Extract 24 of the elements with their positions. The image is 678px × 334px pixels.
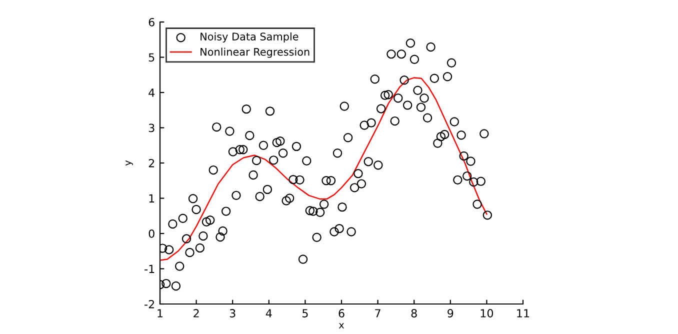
y-tick-label: 1 <box>149 194 154 202</box>
legend-label: Noisy Data Sample <box>200 32 298 42</box>
legend-label: Nonlinear Regression <box>200 48 310 58</box>
y-axis-title: y <box>126 160 133 166</box>
y-tick-label: 4 <box>148 88 155 97</box>
y-tick-label: -1 <box>144 264 154 273</box>
x-axis-title: x <box>338 323 344 328</box>
x-tick-label: 9 <box>448 309 454 318</box>
y-tick-label: 5 <box>148 53 154 62</box>
y-tick-label: 6 <box>148 18 154 26</box>
x-tick-label: 2 <box>194 309 199 318</box>
x-tick-label: 6 <box>338 309 344 318</box>
x-tick-label: 5 <box>302 309 308 318</box>
x-tick-label: 8 <box>411 309 417 318</box>
y-tick-label: 3 <box>148 124 154 132</box>
x-tick-label: 1 <box>158 309 163 318</box>
x-tick-label: 4 <box>266 309 272 318</box>
x-tick-label: 10 <box>480 309 494 318</box>
y-tick-label: -2 <box>144 300 154 308</box>
x-tick-label: 3 <box>230 309 236 318</box>
x-tick-label: 7 <box>375 309 380 318</box>
x-tick-label: 11 <box>517 309 530 318</box>
y-tick-label: 0 <box>148 229 154 238</box>
y-tick-label: 2 <box>148 158 154 168</box>
